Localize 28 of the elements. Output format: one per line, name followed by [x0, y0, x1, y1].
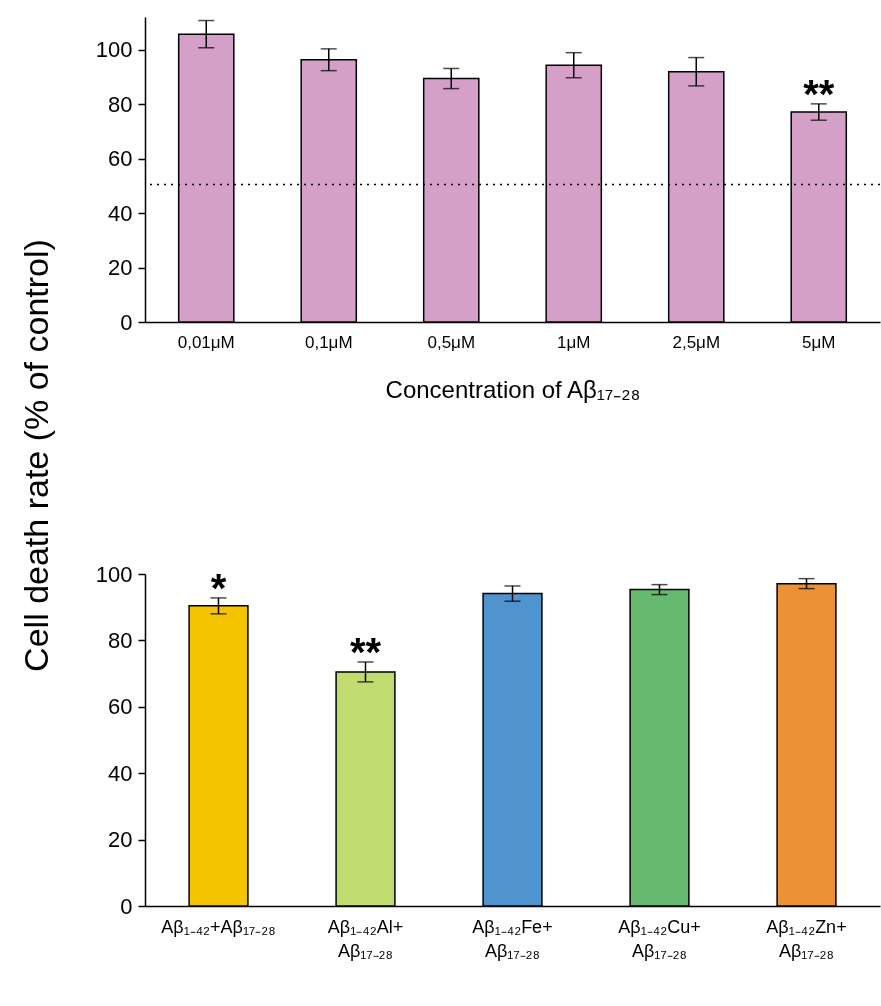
x-tick-label: 2,5μM	[672, 332, 721, 352]
y-tick-label: 80	[108, 91, 133, 117]
y-axis-title: Cell death rate (% of control)	[16, 239, 55, 672]
x-axis-title: Concentration of Aβ₁₇₋₂₈	[385, 375, 641, 403]
y-tick-label: 100	[95, 37, 133, 63]
annotation: *	[210, 565, 227, 610]
x-tick-label: Aβ₁₋₄₂+Aβ₁₇₋₂₈	[161, 916, 276, 937]
y-tick-label: 0	[120, 309, 133, 335]
x-tick-label: 0,1μM	[304, 332, 353, 352]
x-tick-label: Aβ₁₋₄₂Al+ Aβ₁₇₋₂₈	[327, 916, 404, 961]
y-tick-label: 100	[95, 561, 133, 587]
y-tick-label: 20	[108, 255, 133, 281]
x-tick-label: 1μM	[557, 332, 591, 352]
x-tick-label: 0,01μM	[177, 332, 235, 352]
y-tick-label: 0	[120, 893, 133, 919]
x-tick-label: 0,5μM	[427, 332, 476, 352]
x-tick-label: Aβ₁₋₄₂Cu+ Aβ₁₇₋₂₈	[618, 916, 701, 961]
y-tick-label: 20	[108, 827, 133, 853]
y-tick-label: 60	[108, 694, 133, 720]
annotation: **	[803, 71, 835, 116]
x-tick-label: Aβ₁₋₄₂Zn+ Aβ₁₇₋₂₈	[766, 916, 847, 961]
x-tick-label: 5μM	[802, 332, 836, 352]
y-tick-label: 40	[108, 760, 133, 786]
annotation: **	[349, 629, 382, 674]
y-tick-label: 60	[108, 146, 133, 172]
x-tick-label: Aβ₁₋₄₂Fe+ Aβ₁₇₋₂₈	[472, 916, 553, 961]
y-tick-label: 40	[108, 200, 133, 226]
y-tick-label: 80	[108, 627, 133, 653]
